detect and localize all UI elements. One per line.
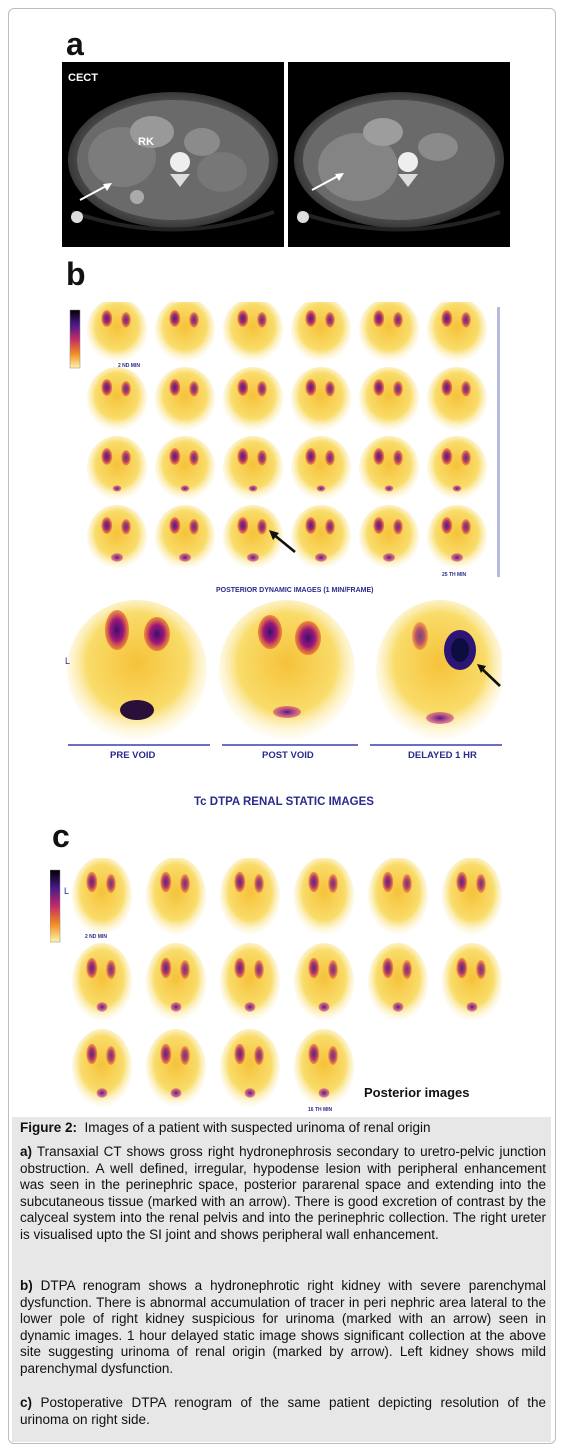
scale-label-b: L [70,322,76,332]
figure-caption-title: Figure 2: Images of a patient with suspe… [20,1119,545,1137]
kidney-label: RK [138,136,154,148]
static-label-post-void: POST VOID [262,750,314,761]
caption-item-c: c) Postoperative DTPA renogram of the sa… [20,1395,546,1428]
dynamic-images-panel-b: L 2 ND MIN 25 TH MIN [62,298,502,592]
arrow-icon [311,173,344,191]
caption-item-label: a) [20,1144,33,1159]
caption-item-b: b) DTPA renogram shows a hydronephrotic … [20,1278,546,1378]
ct-label: CECT [68,72,98,84]
figure-number: Figure 2: [20,1120,78,1135]
time-label-first-b: 2 ND MIN [118,363,140,369]
posterior-images-label: Posterior images [364,1085,470,1100]
arrow-icon [79,183,112,201]
caption-item-text: Postoperative DTPA renogram of the same … [20,1395,546,1427]
dynamic-caption: POSTERIOR DYNAMIC IMAGES (1 MIN/FRAME) [216,587,374,594]
panel-a-letter: a [66,26,84,62]
static-side-label: L [65,656,71,666]
panel-c-letter: c [52,818,70,854]
caption-item-label: b) [20,1278,33,1293]
scale-label-c: L [64,886,70,896]
ct-image-left: CECT RK [62,62,284,247]
caption-item-a: a) Transaxial CT shows gross right hydro… [20,1144,546,1244]
static-underline-1 [68,744,210,746]
panel-b-letter: b [66,256,86,292]
caption-background [12,1117,551,1442]
static-underline-3 [370,744,502,746]
figure-title: Images of a patient with suspected urino… [84,1120,431,1135]
dynamic-images-panel-c: L 2 ND MIN 16 TH MIN Posterior images [49,857,510,1116]
time-label-first-c: 2 ND MIN [85,934,107,940]
caption-item-text: DTPA renogram shows a hydronephrotic rig… [20,1278,546,1376]
caption-item-label: c) [20,1395,33,1410]
arrow-icon [269,530,296,554]
time-label-last-b: 25 TH MIN [442,572,467,578]
figure-frame [8,8,556,1444]
static-label-pre-void: PRE VOID [110,750,156,761]
arrow-icon [477,664,501,687]
static-underline-2 [222,744,358,746]
ct-image-right [288,62,510,247]
static-label-delayed: DELAYED 1 HR [408,750,477,761]
caption-item-text: Transaxial CT shows gross right hydronep… [20,1144,546,1242]
static-images-panel-b: L [62,600,504,750]
time-label-last-c: 16 TH MIN [308,1107,333,1113]
static-title: Tc DTPA RENAL STATIC IMAGES [194,796,374,808]
